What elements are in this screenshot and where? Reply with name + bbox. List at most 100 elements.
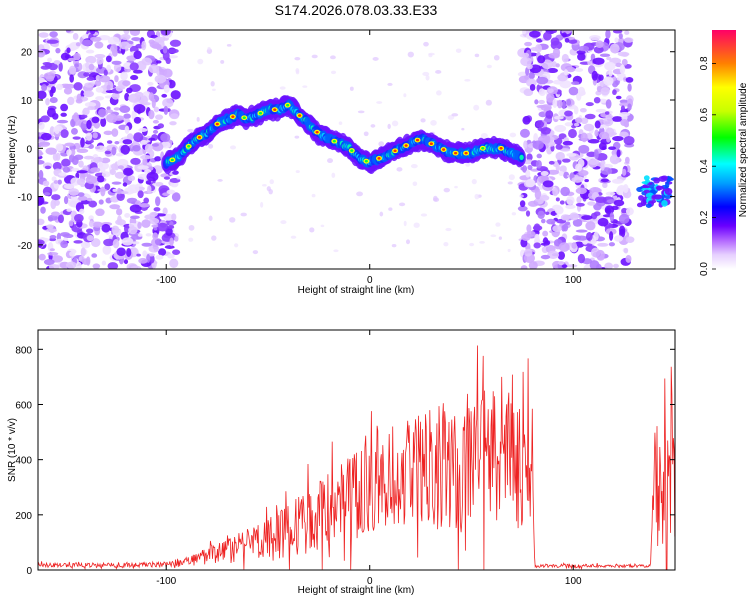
- noise-blob: [160, 30, 171, 36]
- noise-blob: [114, 140, 120, 145]
- noise-blob: [604, 262, 613, 269]
- speckle-blob: [464, 78, 471, 82]
- noise-blob: [149, 211, 158, 217]
- noise-blob: [618, 33, 623, 40]
- noise-blob: [127, 175, 136, 182]
- noise-blob: [76, 170, 88, 174]
- noise-blob: [75, 172, 80, 179]
- noise-blob: [58, 172, 67, 177]
- speckle-blob: [187, 128, 194, 133]
- noise-blob: [576, 196, 582, 204]
- noise-blob: [50, 199, 57, 210]
- noise-blob: [83, 90, 95, 98]
- noise-blob: [66, 208, 72, 212]
- secondary-blob: [667, 177, 674, 182]
- noise-blob: [57, 214, 64, 224]
- track-peak: [429, 142, 433, 146]
- noise-blob: [113, 63, 122, 73]
- speckle-blob: [378, 141, 385, 147]
- noise-blob: [62, 166, 71, 173]
- secondary-blob: [638, 195, 644, 201]
- speckle-blob: [252, 250, 259, 255]
- noise-blob: [558, 242, 570, 252]
- noise-blob: [64, 142, 75, 147]
- noise-blob: [72, 136, 81, 140]
- noise-blob: [67, 96, 75, 106]
- speckle-blob: [433, 195, 438, 202]
- noise-blob: [92, 221, 104, 228]
- noise-blob: [153, 106, 160, 113]
- noise-blob: [536, 76, 549, 85]
- noise-blob: [616, 76, 624, 81]
- noise-blob: [94, 80, 102, 87]
- speckle-blob: [290, 235, 297, 239]
- noise-blob: [110, 43, 118, 53]
- noise-blob: [546, 218, 556, 225]
- spectrogram-ytick-label: 10: [21, 96, 33, 107]
- speckle-blob: [436, 90, 442, 96]
- noise-blob: [621, 168, 627, 176]
- noise-blob: [542, 180, 554, 188]
- speckle-blob: [269, 179, 274, 185]
- noise-blob: [70, 128, 78, 135]
- noise-blob: [119, 191, 129, 195]
- noise-blob: [571, 176, 584, 183]
- speckle-blob: [176, 176, 181, 180]
- noise-blob: [113, 107, 120, 111]
- noise-blob: [120, 34, 131, 41]
- noise-blob: [535, 120, 545, 128]
- spectrogram-ylabel: Frequency (Hz): [7, 116, 18, 185]
- speckle-blob: [413, 222, 420, 228]
- colorbar-tick-label: 0.0: [699, 262, 710, 276]
- noise-blob: [44, 192, 51, 196]
- noise-blob: [552, 98, 558, 108]
- noise-blob: [87, 106, 96, 111]
- noise-blob: [162, 207, 168, 216]
- noise-blob: [622, 184, 629, 194]
- speckle-blob: [211, 88, 216, 92]
- noise-blob: [69, 251, 76, 257]
- noise-blob: [578, 45, 590, 52]
- noise-blob: [71, 167, 80, 172]
- spectrogram-xtick-label: 100: [565, 275, 582, 286]
- noise-blob: [86, 76, 95, 81]
- noise-blob: [109, 204, 121, 210]
- noise-blob: [563, 171, 570, 179]
- noise-blob: [163, 176, 171, 180]
- noise-blob: [112, 238, 120, 249]
- noise-blob: [152, 232, 159, 240]
- noise-blob: [148, 137, 156, 141]
- noise-blob: [167, 253, 175, 259]
- noise-blob: [38, 90, 47, 100]
- speckle-blob: [430, 120, 437, 126]
- track-peak: [286, 103, 290, 107]
- noise-blob: [559, 200, 565, 205]
- noise-blob: [547, 250, 559, 260]
- noise-blob: [91, 253, 98, 258]
- speckle-blob: [207, 46, 211, 51]
- noise-blob: [559, 165, 567, 173]
- noise-blob: [60, 112, 67, 117]
- noise-blob: [128, 226, 138, 235]
- spectrogram-frame: [37, 29, 676, 270]
- noise-blob: [141, 242, 153, 247]
- noise-blob: [528, 261, 538, 269]
- noise-blob: [55, 143, 64, 152]
- noise-blob: [142, 158, 148, 166]
- noise-blob: [562, 140, 573, 146]
- speckle-blob: [211, 235, 217, 241]
- speckle-blob: [405, 239, 411, 245]
- noise-blob: [132, 144, 141, 152]
- noise-blob: [84, 82, 95, 88]
- track-peak: [332, 139, 336, 143]
- track-peak: [453, 151, 458, 155]
- speckle-blob: [469, 242, 475, 247]
- speckle-blob: [387, 123, 391, 130]
- speckle-blob: [511, 212, 517, 216]
- noise-blob: [38, 160, 45, 165]
- noise-blob: [566, 66, 576, 73]
- secondary-blob: [661, 200, 668, 207]
- noise-blob: [535, 159, 542, 169]
- noise-blob: [535, 44, 543, 53]
